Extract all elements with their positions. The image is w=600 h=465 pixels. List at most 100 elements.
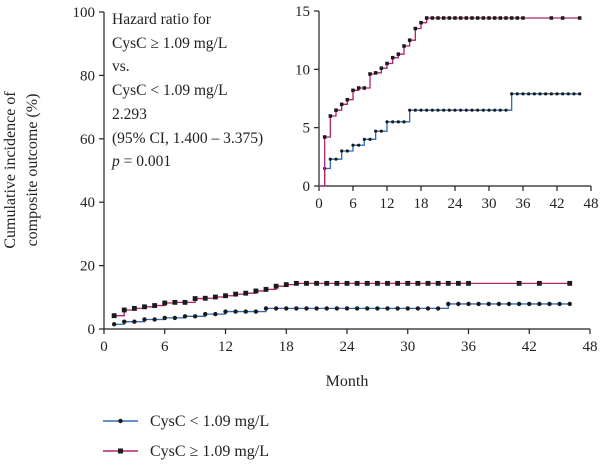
- main-series-marker: [243, 290, 249, 296]
- inset-series-marker: [453, 108, 457, 112]
- inset-x-tick-label: 6: [349, 196, 357, 212]
- inset-series-marker: [498, 108, 502, 112]
- main-series-marker: [122, 319, 127, 324]
- inset-series: [319, 16, 582, 187]
- inset-series-marker: [578, 92, 582, 96]
- inset-series-marker: [481, 108, 485, 112]
- inset-series-marker: [549, 16, 554, 20]
- inset-series-marker: [515, 92, 519, 96]
- inset-series-marker: [340, 149, 344, 153]
- main-series-marker: [203, 311, 208, 317]
- inset-series-marker: [555, 92, 559, 96]
- inset-series-marker: [447, 16, 452, 20]
- inset-series-marker: [527, 92, 531, 96]
- inset-series-marker: [390, 55, 395, 60]
- inset-series-marker: [396, 120, 400, 124]
- annotation-p-value: p = 0.001: [111, 153, 171, 170]
- inset-series-marker: [464, 16, 469, 20]
- main-series-marker: [354, 306, 360, 311]
- inset-axes: [314, 10, 592, 191]
- inset-series-marker: [385, 120, 389, 124]
- inset-series-marker: [368, 137, 372, 141]
- main-x-tick-label: 18: [279, 339, 294, 355]
- main-series-marker: [425, 280, 431, 286]
- main-x-tick-label: 6: [161, 339, 169, 355]
- main-series-marker: [253, 309, 259, 314]
- main-series-marker: [415, 306, 421, 311]
- inset-series-marker: [515, 16, 520, 20]
- main-series-marker: [223, 293, 228, 299]
- main-series-marker: [324, 280, 330, 286]
- main-series-marker: [152, 317, 157, 322]
- inset-series-marker: [509, 16, 514, 20]
- inset-series-marker: [521, 16, 525, 20]
- inset-series-marker: [577, 16, 582, 20]
- main-series-marker: [192, 296, 198, 301]
- inset-series-marker: [345, 149, 349, 153]
- main-series-marker: [385, 280, 390, 286]
- annotation-line-1: Hazard ratio for: [112, 11, 212, 28]
- inset-series-marker: [351, 88, 355, 93]
- main-series-marker: [233, 291, 239, 297]
- main-series-marker: [213, 311, 218, 317]
- main-series-marker: [334, 280, 340, 286]
- main-series-marker: [415, 280, 421, 286]
- main-x-tick-label: 30: [400, 339, 415, 355]
- legend-item-high: CysC ≥ 1.09 mg/L: [103, 443, 269, 460]
- main-series-marker: [496, 301, 502, 307]
- main-series-marker: [152, 303, 158, 308]
- inset-y-tick-label: 5: [303, 121, 311, 137]
- inset-series-marker: [487, 108, 491, 112]
- main-series-marker: [567, 280, 573, 286]
- inset-series-marker: [430, 16, 435, 20]
- inset-series-marker: [436, 108, 440, 112]
- inset-y-tick-label: 10: [295, 62, 310, 78]
- main-series-marker: [243, 309, 248, 314]
- y-axis-title-line-1: Cumulative incidence of: [2, 91, 19, 249]
- main-series-marker: [132, 319, 137, 324]
- main-series-marker: [283, 282, 289, 288]
- inset-series-marker: [538, 92, 542, 96]
- inset-tick-labels: 0 6 12 18 24 30 36 42 48 0 5 10 15: [295, 4, 599, 212]
- inset-series-marker: [362, 137, 366, 141]
- main-series-marker: [304, 280, 309, 286]
- main-series-marker: [304, 306, 309, 311]
- inset-plot: 0 6 12 18 24 30 36 42 48 0 5 10 15: [295, 4, 599, 212]
- inset-series-marker: [351, 143, 355, 147]
- inset-series-marker: [566, 92, 570, 96]
- hazard-ratio-annotation: Hazard ratio for CysC ≥ 1.09 mg/L vs. Cy…: [111, 11, 263, 170]
- annotation-line-4: CysC < 1.09 mg/L: [112, 82, 228, 99]
- legend-item-low: CysC < 1.09 mg/L: [103, 413, 269, 430]
- main-x-tick-label: 42: [522, 339, 537, 355]
- main-series-marker: [455, 280, 461, 286]
- inset-series-marker: [458, 16, 463, 20]
- main-series-marker: [142, 304, 147, 310]
- inset-x-tick-label: 24: [448, 196, 464, 212]
- main-series-marker: [192, 314, 198, 319]
- main-series-marker: [516, 280, 522, 286]
- main-x-tick-label: 12: [218, 339, 233, 355]
- main-series-marker: [172, 315, 178, 321]
- main-series-marker: [273, 283, 279, 289]
- x-axis-title: Month: [326, 373, 369, 390]
- main-series-marker: [131, 305, 137, 311]
- p-label: p: [111, 153, 120, 170]
- main-axes: [99, 11, 591, 334]
- main-series-marker: [273, 306, 279, 311]
- inset-x-tick-label: 42: [550, 196, 565, 212]
- inset-series-marker: [374, 129, 378, 133]
- main-series-marker: [344, 280, 350, 286]
- inset-x-tick-label: 48: [584, 196, 599, 212]
- inset-series-marker: [339, 102, 344, 107]
- annotation-line-3: vs.: [112, 58, 130, 75]
- main-series-marker: [314, 306, 319, 311]
- main-series-marker: [435, 280, 441, 286]
- main-series-marker: [344, 306, 350, 311]
- inset-series-marker: [504, 16, 508, 20]
- legend-label-low: CysC < 1.09 mg/L: [150, 413, 269, 430]
- main-series-line: [114, 303, 570, 325]
- inset-series-marker: [572, 92, 576, 96]
- inset-series-marker: [419, 108, 423, 112]
- inset-series-marker: [481, 16, 486, 20]
